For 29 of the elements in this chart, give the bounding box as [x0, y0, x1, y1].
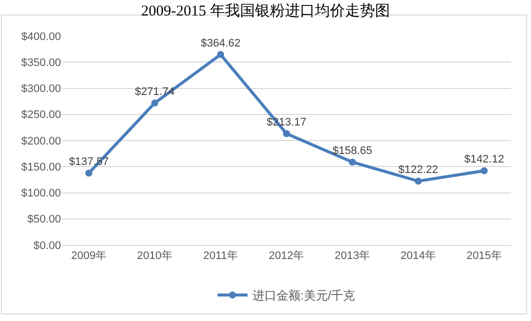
point [414, 178, 422, 185]
chart-title: 2009-2015 年我国银粉进口均价走势图 [141, 2, 390, 20]
x-tick-label: 2009年 [71, 250, 107, 262]
y-tick-label: $300.00 [21, 83, 61, 96]
y-tick-label: $100.00 [21, 188, 61, 200]
point [85, 170, 92, 177]
x-tick-label: 2012年 [268, 250, 304, 262]
y-tick-label: $0.00 [33, 240, 61, 252]
x-tick-label: 2010年 [136, 250, 172, 262]
x-tick-label: 2013年 [334, 250, 370, 262]
x-tick-label: 2015年 [466, 250, 502, 262]
point [480, 167, 488, 174]
point [283, 130, 290, 138]
point [151, 100, 158, 107]
y-tick-label: $150.00 [21, 161, 61, 174]
point [348, 158, 356, 166]
x-tick-label: 2011年 [203, 250, 238, 262]
y-tick-label: $50.00 [27, 214, 61, 226]
y-tick-label: $350.00 [21, 56, 61, 69]
data-label: $122.22 [398, 164, 438, 176]
y-tick-label: $250.00 [21, 109, 61, 122]
y-tick-label: $200.00 [21, 135, 61, 148]
x-tick-label: 2014年 [400, 250, 436, 262]
y-tick-label: $400.00 [21, 30, 61, 43]
data-label: $364.62 [200, 37, 240, 50]
legend-label: 进口金额:美元/千克 [252, 288, 356, 303]
point [217, 50, 224, 58]
data-label: $158.65 [332, 144, 372, 157]
data-label: $142.12 [464, 154, 504, 166]
